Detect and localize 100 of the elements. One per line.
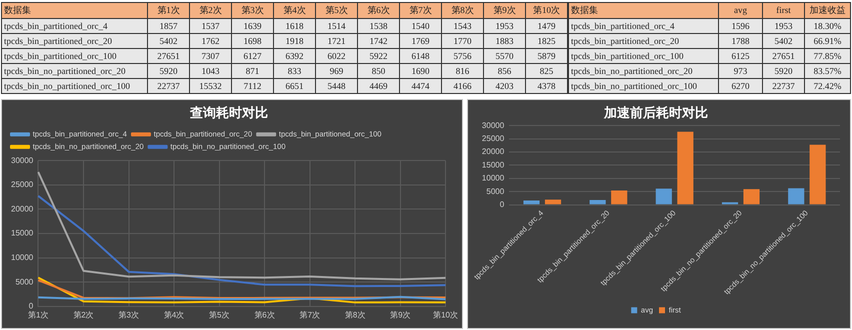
y-tick-label: 25000: [482, 134, 505, 143]
text: 1537: [202, 20, 220, 30]
text: 5448: [328, 80, 346, 90]
text: 22737: [157, 80, 180, 90]
text: 5570: [496, 50, 514, 60]
text: 1770: [454, 36, 472, 46]
category-label: 第6次: [358, 2, 400, 18]
text: 6022: [328, 50, 346, 60]
text: 1918: [286, 36, 304, 46]
x-tick-label: 第8次: [344, 310, 366, 320]
x-tick-label: 第3次: [118, 310, 139, 320]
category-label: 第3次: [232, 2, 274, 18]
text: 72.42%: [814, 80, 842, 90]
text: 1769: [412, 36, 430, 46]
bar: [743, 189, 760, 204]
text: 5922: [370, 50, 388, 60]
text: 6125: [732, 50, 750, 60]
text: 6651: [286, 80, 304, 90]
category-label: 第9次: [484, 2, 526, 18]
text: 1825: [538, 36, 556, 46]
text: 22737: [772, 80, 795, 90]
y-tick-label: 15000: [482, 160, 505, 170]
text: 4203: [496, 80, 514, 90]
category-label: 第10次: [526, 2, 568, 18]
text: 7112: [244, 80, 262, 90]
text: 816: [456, 66, 470, 76]
text: 1788: [732, 36, 750, 46]
y-tick-label: 0: [28, 302, 34, 311]
text: 数据集: [568, 2, 718, 18]
category-label: 第5次: [316, 2, 358, 18]
category-label: 第8次: [442, 2, 484, 18]
category-label: 加速收益: [804, 2, 850, 18]
text: 5402: [160, 36, 178, 46]
category-label: 第2次: [190, 2, 232, 18]
bar: [523, 200, 540, 204]
text: 5920: [160, 66, 178, 76]
x-tick-label: 第1次: [28, 310, 48, 320]
x-tick-label: 第2次: [73, 310, 94, 320]
y-tick-label: 10000: [10, 253, 34, 262]
y-tick-label: 5000: [15, 277, 34, 286]
y-tick-label: 10000: [482, 174, 505, 183]
category-label: 第7次: [400, 2, 442, 18]
y-tick-label: 30000: [482, 120, 505, 130]
category-label: tpcds_bin_partitioned_orc_20: [571, 36, 679, 46]
text: 1639: [244, 20, 262, 30]
text: 1043: [202, 66, 220, 76]
x-tick-label: 第4次: [164, 310, 184, 320]
text: 7307: [202, 50, 220, 60]
text: 1540: [412, 20, 430, 30]
y-tick-label: 25000: [10, 180, 34, 190]
text: 833: [288, 66, 302, 76]
text: 4166: [454, 80, 472, 90]
y-tick-label: 30000: [10, 156, 34, 165]
category-label: tpcds_bin_no_partitioned_orc_100: [571, 80, 697, 90]
text: 18.30%: [814, 20, 842, 30]
y-tick-label: 20000: [482, 147, 505, 156]
text: 77.85%: [814, 50, 842, 60]
category-label: tpcds_bin_partitioned_orc_4: [571, 20, 674, 30]
category-label: tpcds_bin_partitioned_orc_20: [4, 36, 112, 46]
text: 27651: [772, 50, 795, 60]
category-label: tpcds_bin_partitioned_orc_100: [571, 50, 684, 60]
category-label: 第1次: [148, 2, 190, 18]
x-tick-label: 第10次: [433, 310, 458, 320]
y-tick-label: 0: [500, 200, 505, 209]
text: 1762: [202, 36, 220, 46]
bar: [788, 188, 804, 204]
category-label: tpcds_bin_partitioned_orc_100: [4, 50, 116, 60]
category-label: tpcds_bin_no_partitioned_orc_20: [4, 66, 126, 76]
text: 4378: [538, 80, 556, 90]
text: 83.57%: [814, 66, 842, 76]
text: 15532: [199, 80, 222, 90]
text: 1690: [412, 66, 430, 76]
bar: [810, 144, 826, 204]
text: 66.91%: [814, 36, 842, 46]
text: 数据集: [2, 2, 148, 18]
text: 27651: [157, 50, 180, 60]
text: 825: [540, 66, 554, 76]
bar: [611, 190, 628, 204]
y-tick-label: 20000: [10, 204, 34, 214]
bar: [656, 188, 672, 204]
chart-title: 查询耗时对比: [189, 105, 268, 122]
category-label: tpcds_bin_partitioned_orc_4: [4, 20, 108, 30]
x-tick-label: 第7次: [300, 310, 320, 320]
category-label: tpcds_bin_no_partitioned_orc_20: [571, 66, 692, 76]
text: 4469: [370, 80, 388, 90]
text: 1953: [496, 20, 514, 30]
category-label: 第4次: [274, 2, 316, 18]
text: 1721: [328, 36, 346, 46]
x-tick-label: 第5次: [209, 310, 230, 320]
y-tick-label: 15000: [10, 228, 34, 238]
bar: [590, 200, 606, 204]
x-tick-label: 第9次: [390, 310, 411, 320]
text: 1543: [454, 20, 472, 30]
category-label: tpcds_bin_no_partitioned_orc_100: [4, 80, 130, 90]
text: 1596: [732, 20, 750, 30]
bar: [544, 200, 562, 204]
category-label: first: [762, 2, 804, 18]
text: 5879: [538, 50, 556, 60]
text: 1698: [244, 36, 262, 46]
text: 6148: [412, 50, 430, 60]
